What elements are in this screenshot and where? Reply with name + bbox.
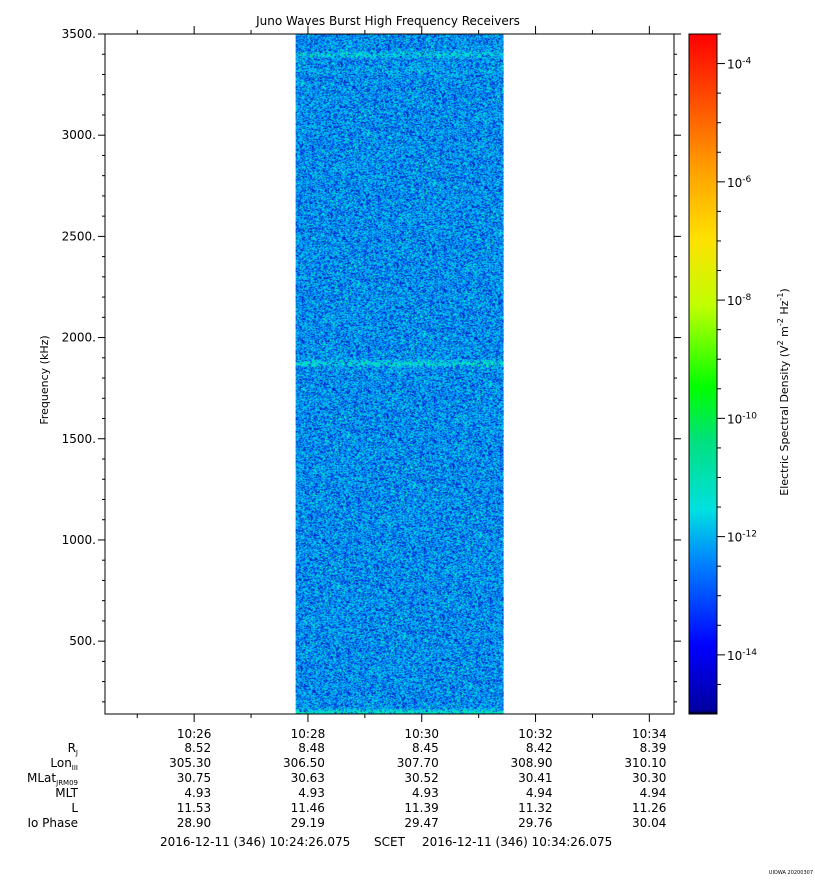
- x-tick-label: 10:34: [632, 727, 667, 741]
- ephemeris-value: 29.76: [518, 816, 552, 830]
- ephemeris-value: 8.39: [640, 741, 667, 755]
- ephemeris-table: RJ 8.52 8.48 8.45 8.42 8.39 LonIII 305.30 306.50…: [27, 741, 666, 830]
- ephemeris-value: 308.90: [511, 756, 553, 770]
- y-tick-label: 2000.: [62, 331, 96, 345]
- colorbar: 10-4 10-6 10-8 10-10 10-12 10-14: [688, 33, 757, 715]
- ephemeris-value: 4.94: [526, 786, 553, 800]
- ephemeris-value: 11.32: [518, 801, 552, 815]
- y-tick-label: 3500.: [62, 27, 96, 41]
- time-footer-start: 2016-12-11 (346) 10:24:26.075: [160, 835, 350, 849]
- colorbar-label-text: Electric Spectral Density: [778, 360, 791, 495]
- ephemeris-value: 29.47: [404, 816, 438, 830]
- colorbar-unit-open: (V: [778, 345, 791, 357]
- ephemeris-value: 305.30: [169, 756, 211, 770]
- ephemeris-value: 307.70: [397, 756, 439, 770]
- y-axis-label: Frequency (kHz): [38, 335, 51, 424]
- x-tick-label: 10:26: [177, 727, 212, 741]
- colorbar-tick-label: 10-8: [727, 293, 752, 308]
- ephemeris-value: 29.19: [291, 816, 325, 830]
- ephemeris-value: 30.04: [632, 816, 666, 830]
- ephemeris-value: 30.30: [632, 771, 666, 785]
- ephemeris-value: 4.93: [412, 786, 439, 800]
- ephemeris-row-label: MLT: [55, 786, 78, 800]
- ephemeris-value: 4.93: [298, 786, 325, 800]
- time-footer-end: 2016-12-11 (346) 10:34:26.075: [422, 835, 612, 849]
- x-tick-label: 10:30: [404, 727, 439, 741]
- ephemeris-row-label: Io Phase: [27, 816, 78, 830]
- time-footer: 2016-12-11 (346) 10:24:26.075 SCET 2016-…: [160, 835, 612, 849]
- y-tick-label: 1500.: [62, 432, 96, 446]
- colorbar-unit-sup3: -1: [776, 293, 785, 301]
- ephemeris-value: 30.63: [291, 771, 325, 785]
- colorbar-tick-label: 10-10: [727, 411, 757, 426]
- ephemeris-value: 30.75: [177, 771, 211, 785]
- ephemeris-value: 28.90: [177, 816, 211, 830]
- x-axis: 10:26 10:28 10:30 10:32 10:34: [136, 26, 667, 741]
- y-tick-label: 3000.: [62, 128, 96, 142]
- ephemeris-value: 11.46: [291, 801, 325, 815]
- ephemeris-value: 11.39: [404, 801, 438, 815]
- y-tick-label: 1000.: [62, 533, 96, 547]
- ephemeris-value: 310.10: [624, 756, 666, 770]
- ephemeris-value: 30.52: [404, 771, 438, 785]
- ephemeris-value: 4.93: [184, 786, 211, 800]
- chart-title: Juno Waves Burst High Frequency Receiver…: [255, 14, 520, 28]
- spectrogram-data: [295, 34, 504, 714]
- colorbar-tick-label: 10-12: [727, 530, 757, 545]
- y-axis: 500. 1000. 1500. 2000. 2500. 3000. 3500.: [62, 27, 681, 703]
- ephemeris-value: 8.42: [526, 741, 553, 755]
- ephemeris-value: 11.26: [632, 801, 666, 815]
- x-tick-label: 10:28: [291, 727, 326, 741]
- ephemeris-value: 8.52: [184, 741, 211, 755]
- x-tick-label: 10:32: [518, 727, 553, 741]
- plot-frame: [104, 33, 675, 715]
- colorbar-tick-label: 10-4: [727, 57, 752, 72]
- plot-area: [104, 33, 675, 715]
- ephemeris-value: 306.50: [283, 756, 325, 770]
- ephemeris-value: 4.94: [640, 786, 667, 800]
- ephemeris-value: 30.41: [518, 771, 552, 785]
- colorbar-tick-label: 10-14: [727, 648, 757, 663]
- ephemeris-row-label: L: [71, 801, 78, 815]
- colorbar-tick-label: 10-6: [727, 175, 752, 190]
- ephemeris-value: 8.45: [412, 741, 439, 755]
- colorbar-label: Electric Spectral Density (V2 m-2 Hz-1): [776, 288, 791, 495]
- time-footer-label: SCET: [374, 835, 406, 849]
- y-tick-label: 500.: [69, 634, 96, 648]
- colorbar-unit-close: ): [778, 288, 791, 292]
- colorbar-unit-sup1: 2: [776, 340, 785, 345]
- colorbar-gradient: [689, 34, 717, 714]
- colorbar-unit-sup2: -2: [776, 318, 785, 326]
- ephemeris-value: 8.48: [298, 741, 325, 755]
- ephemeris-value: 11.53: [177, 801, 211, 815]
- colorbar-unit-hz: Hz: [778, 300, 791, 318]
- ephemeris-row-label: MLatJRM09: [27, 771, 78, 787]
- colorbar-frame: [688, 33, 718, 715]
- y-tick-label: 2500.: [62, 229, 96, 243]
- watermark: UIOWA 20200307: [768, 870, 813, 876]
- ephemeris-row-label: LonIII: [50, 756, 78, 772]
- ephemeris-row-label: RJ: [68, 741, 78, 757]
- colorbar-unit-m: m: [778, 326, 791, 340]
